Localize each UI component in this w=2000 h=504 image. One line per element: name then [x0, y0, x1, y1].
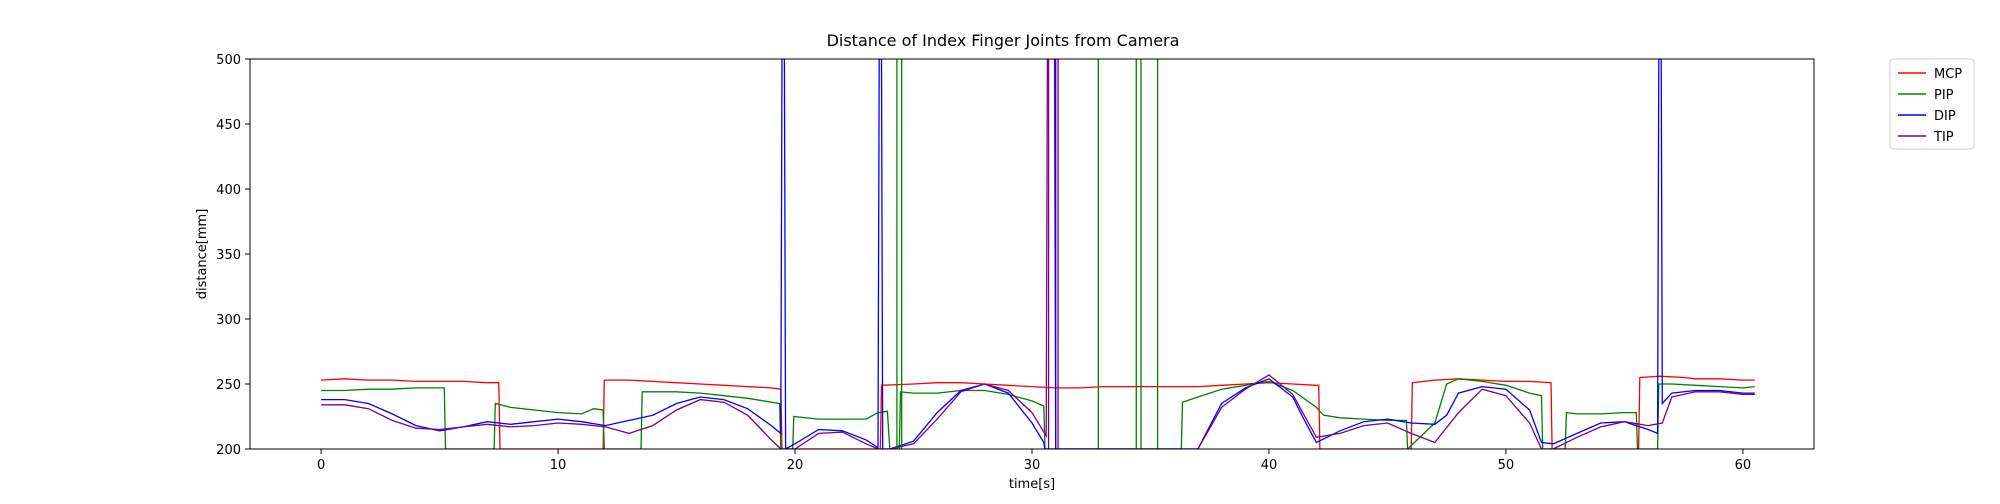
x-tick-label: 10: [550, 458, 567, 473]
legend-frame: [1889, 58, 1975, 150]
y-axis: 200 250 300 350 400 450 500: [216, 53, 250, 458]
y-tick-label: 250: [216, 378, 241, 393]
y-tick-label: 500: [216, 53, 241, 68]
y-tick-label: 350: [216, 248, 241, 263]
legend: MCP PIP DIP TIP: [1889, 58, 1975, 150]
y-tick-label: 450: [216, 118, 241, 133]
y-tick-label: 400: [216, 183, 241, 198]
legend-label-tip: TIP: [1933, 130, 1954, 145]
x-tick-label: 20: [787, 458, 804, 473]
series-line-dip: [321, 59, 1755, 449]
legend-label-pip: PIP: [1934, 88, 1954, 103]
plot-frame: [249, 58, 1815, 450]
legend-label-mcp: MCP: [1934, 67, 1962, 82]
x-tick-label: 50: [1498, 458, 1515, 473]
series-line-tip: [321, 59, 1755, 449]
x-tick-label: 30: [1024, 458, 1041, 473]
y-tick-label: 200: [216, 443, 241, 458]
x-axis: 0 10 20 30 40 50 60: [317, 449, 1751, 473]
series-line-pip: [321, 378, 1755, 449]
x-tick-label: 60: [1735, 458, 1752, 473]
x-tick-label: 40: [1261, 458, 1278, 473]
y-axis-label: distance[mm]: [195, 209, 210, 300]
chart-title: Distance of Index Finger Joints from Cam…: [827, 31, 1180, 50]
y-tick-label: 300: [216, 313, 241, 328]
legend-label-dip: DIP: [1934, 109, 1956, 124]
series-line-mcp: [321, 375, 1755, 449]
x-axis-label: time[s]: [1009, 477, 1055, 492]
x-tick-label: 0: [317, 458, 325, 473]
